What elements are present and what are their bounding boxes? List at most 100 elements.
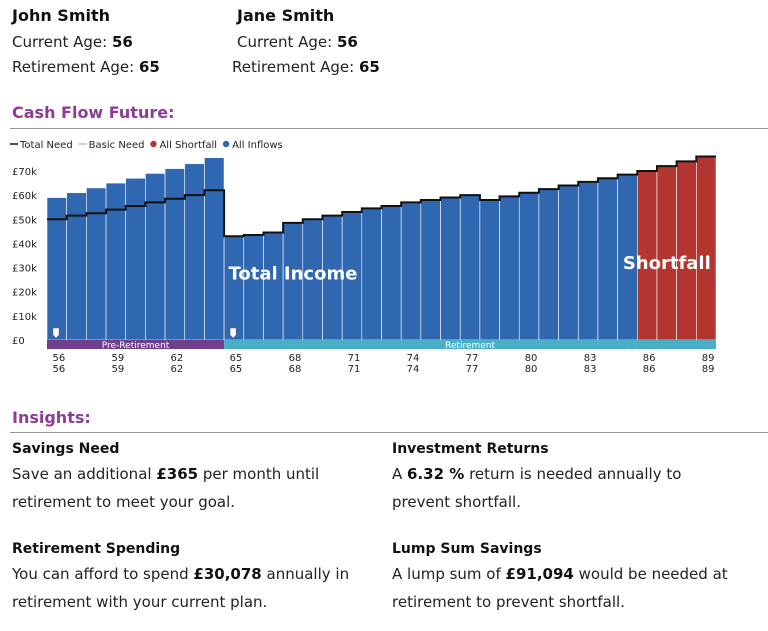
phase-band: Pre-Retirement Retirement: [47, 327, 716, 351]
y-tick-label: £40k: [12, 239, 37, 250]
insight-title: Savings Need: [12, 441, 120, 457]
x-tick-label: 56: [52, 364, 65, 375]
phase-label: Pre-Retirement: [102, 341, 170, 351]
inflow-bar: [420, 199, 441, 341]
insight-retirement-spending: Retirement Spending You can afford to sp…: [12, 541, 384, 616]
inflow-bar: [400, 202, 422, 341]
insight-text-prefix: Save an additional: [12, 465, 157, 483]
shortfall-bar: [696, 156, 717, 341]
y-tick-label: £30k: [12, 264, 37, 275]
y-tick-label: £70k: [12, 167, 37, 178]
legend-label: All Shortfall: [159, 140, 217, 151]
inflow-bar: [440, 197, 461, 341]
insight-investment-returns: Investment Returns A 6.32 % return is ne…: [392, 441, 712, 516]
x-tick-label: 71: [348, 353, 361, 364]
inflow-bar: [597, 177, 618, 341]
insight-text: A 6.32 % return is needed annually to pr…: [392, 460, 712, 516]
legend-dot-marker: [222, 140, 230, 148]
person-1-retirement-age: Retirement Age: 65: [12, 58, 160, 76]
total-income-label: Total Income: [228, 264, 357, 285]
insight-text-prefix: You can afford to spend: [12, 565, 194, 583]
legend-label: All Inflows: [232, 140, 283, 151]
person-2-name: Jane Smith: [237, 6, 335, 25]
phase-marker-icon: [229, 327, 237, 339]
inflow-bar: [479, 199, 500, 341]
x-tick-label: 62: [171, 353, 184, 364]
section-divider: [10, 128, 768, 129]
y-tick-label: £10k: [12, 312, 37, 323]
x-tick-label: 83: [584, 353, 597, 364]
inflow-bar: [243, 234, 264, 341]
person-2-current-age: Current Age: 56: [237, 33, 358, 51]
pre-retirement-band: [47, 340, 225, 349]
x-tick-label: 89: [702, 364, 715, 375]
insight-title: Lump Sum Savings: [392, 541, 542, 557]
current-age-value: 56: [111, 33, 133, 51]
x-tick-label: 83: [584, 364, 597, 375]
phase-marker-icon: [52, 327, 60, 339]
legend-label: Total Need: [19, 140, 73, 151]
y-axis: £0 £10k £20k £30k £40k £50k £60k £70k: [12, 167, 37, 347]
total-need-line: [47, 155, 716, 238]
x-tick-label: 65: [230, 364, 243, 375]
chart-legend: Total Need Basic Need All Shortfall All Inf…: [10, 140, 283, 151]
inflow-bar: [105, 182, 127, 341]
current-age-value: 56: [336, 33, 358, 51]
insight-text: Save an additional £365 per month until …: [12, 460, 372, 516]
insight-text-prefix: A lump sum of: [392, 565, 506, 583]
x-tick-label: 86: [643, 353, 656, 364]
insight-text-suffix: per month until retirement to meet your …: [12, 465, 320, 511]
x-tick-label: 86: [643, 364, 656, 375]
x-tick-label: 62: [171, 364, 184, 375]
x-tick-label: 77: [466, 364, 479, 375]
bars-group: [46, 156, 717, 341]
inflow-bar: [145, 173, 166, 341]
x-tick-label: 59: [112, 364, 125, 375]
x-tick-label: 71: [348, 364, 361, 375]
insights-title: Insights:: [12, 408, 91, 427]
insight-text-suffix: annually in retirement with your current…: [12, 565, 350, 611]
shortfall-label: Shortfall: [623, 253, 711, 274]
person-2-retirement-age: Retirement Age: 65: [232, 58, 380, 76]
y-tick-label: £50k: [12, 215, 37, 226]
x-tick-label: 56: [52, 353, 65, 364]
y-tick-label: £20k: [12, 288, 37, 299]
retirement-age-value: 65: [138, 58, 160, 76]
x-tick-label: 68: [289, 364, 302, 375]
legend-label: Basic Need: [89, 140, 145, 151]
x-tick-label: 77: [466, 353, 479, 364]
insight-value: £91,094: [505, 565, 574, 583]
inflow-bar: [164, 168, 186, 341]
inflow-bar: [204, 157, 225, 341]
inflow-bar: [184, 163, 205, 341]
retirement-band: [224, 340, 716, 349]
retirement-age-value: 65: [358, 58, 380, 76]
inflow-bar: [518, 192, 540, 341]
inflow-bar: [577, 181, 599, 341]
x-tick-label: 59: [112, 353, 125, 364]
x-tick-label: 65: [230, 353, 243, 364]
phase-label: Retirement: [445, 341, 495, 351]
insights-divider: [10, 432, 768, 433]
inflow-bar: [86, 187, 107, 341]
inflow-bar: [125, 177, 146, 341]
inflow-bar: [459, 194, 481, 341]
insight-text-prefix: A: [392, 465, 408, 483]
current-age-label: Current Age:: [12, 33, 108, 51]
x-tick-label: 74: [407, 364, 420, 375]
x-tick-label: 80: [525, 364, 538, 375]
insight-text: You can afford to spend £30,078 annually…: [12, 560, 384, 616]
insight-value: £30,078: [193, 565, 262, 583]
inflow-bar: [499, 196, 520, 341]
retirement-age-label: Retirement Age:: [232, 58, 355, 76]
chart-annotations: Total Income Shortfall: [228, 253, 710, 285]
person-1-name: John Smith: [12, 6, 111, 25]
inflow-bar: [263, 232, 284, 341]
inflow-bar: [538, 188, 559, 341]
x-tick-label: 89: [702, 353, 715, 364]
cash-flow-chart: Total Need Basic Need All Shortfall All Inf…: [10, 140, 717, 375]
insight-lump-sum: Lump Sum Savings A lump sum of £91,094 w…: [392, 541, 762, 616]
insight-text-suffix: would be needed at retirement to prevent…: [392, 565, 728, 611]
person-1-current-age: Current Age: 56: [12, 33, 133, 51]
